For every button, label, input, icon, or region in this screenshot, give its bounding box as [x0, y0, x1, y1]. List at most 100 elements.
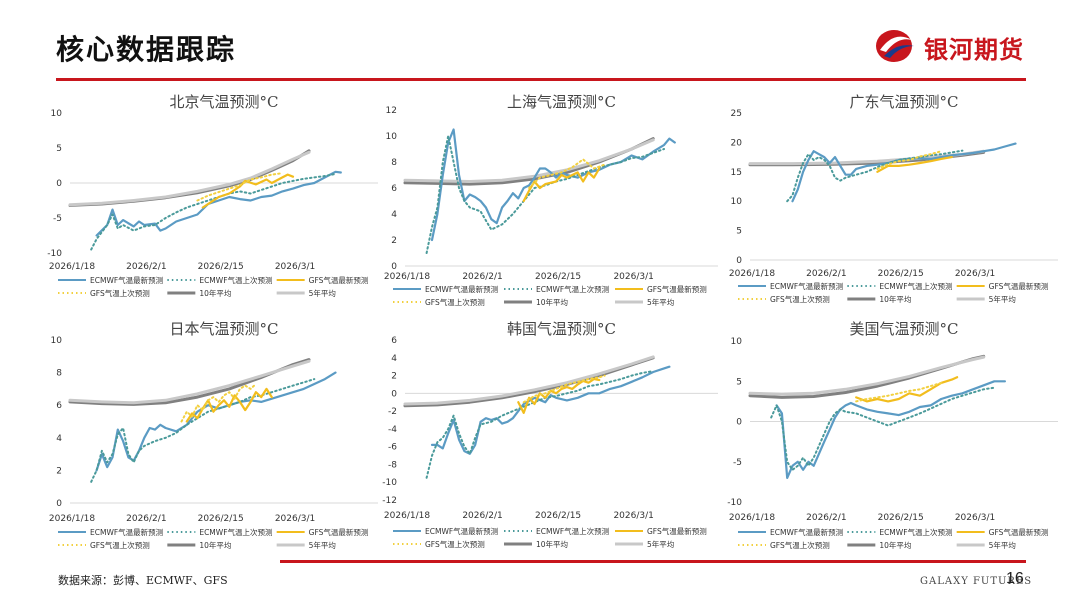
y-tick-label: -10 [47, 249, 62, 259]
x-tick-label: 2026/3/1 [275, 514, 315, 524]
chart-panel-5: 韩国气温预测°C -12 -10 -8 -6 -4 -2 0 2 4 6 2026/1/18 2026/… [382, 320, 718, 549]
x-tick-label: 2026/2/15 [198, 514, 244, 524]
series-line-2 [425, 135, 665, 254]
legend-label: GFS气温最新预测 [647, 526, 707, 536]
series-line-2 [770, 386, 996, 471]
y-tick-label: 2 [56, 466, 62, 476]
x-tick-label: 2026/2/1 [126, 514, 166, 524]
x-tick-label: 2026/2/15 [878, 513, 924, 523]
legend-label: ECMWF气温最新预测 [770, 281, 843, 291]
x-tick-label: 2026/1/18 [49, 514, 95, 524]
x-tick-label: 2026/2/1 [462, 511, 502, 521]
y-tick-label: 0 [56, 179, 62, 189]
y-tick-label: 12 [386, 106, 397, 116]
legend-label: ECMWF气温上次预测 [199, 527, 272, 537]
series-line-2 [425, 370, 655, 479]
y-tick-label: -10 [727, 498, 742, 508]
y-tick-label: 0 [391, 389, 397, 399]
y-tick-label: 10 [386, 132, 398, 142]
x-tick-label: 2026/3/1 [275, 262, 315, 272]
series-line-5 [748, 354, 986, 399]
x-tick-label: 2026/2/1 [126, 262, 166, 272]
x-tick-label: 2026/3/1 [613, 511, 653, 521]
legend-label: ECMWF气温最新预测 [90, 275, 163, 285]
chart-title: 北京气温预测°C [170, 93, 279, 111]
legend-label: 5年平均 [309, 288, 336, 298]
y-tick-label: 5 [736, 227, 742, 237]
y-tick-label: -4 [388, 425, 397, 435]
series-line-4 [528, 158, 606, 189]
series-line-3 [522, 167, 601, 203]
x-tick-label: 2026/2/1 [462, 272, 502, 282]
legend-label: ECMWF气温最新预测 [770, 527, 843, 537]
legend-label: GFS气温最新预测 [309, 275, 369, 285]
legend-label: GFS气温最新预测 [989, 281, 1049, 291]
legend-label: 5年平均 [647, 539, 674, 549]
x-tick-label: 2026/1/18 [729, 269, 775, 279]
x-tick-label: 2026/1/18 [384, 511, 430, 521]
galaxy-logo-icon [876, 30, 914, 62]
legend-label: 10年平均 [199, 288, 231, 298]
series-line-2 [786, 149, 964, 203]
legend-label: 5年平均 [989, 540, 1016, 550]
y-tick-label: 8 [56, 369, 62, 379]
y-tick-label: 10 [51, 109, 63, 119]
legend-label: ECMWF气温最新预测 [90, 527, 163, 537]
x-tick-label: 2026/1/18 [384, 272, 430, 282]
series-line-3 [201, 173, 295, 209]
footer-divider [280, 560, 1026, 563]
chart-title: 日本气温预测°C [170, 320, 279, 338]
series-line-3 [876, 156, 953, 173]
legend-label: 10年平均 [879, 294, 911, 304]
legend-label: 10年平均 [536, 539, 568, 549]
y-tick-label: -5 [733, 458, 742, 468]
series-line-4 [855, 381, 943, 403]
series-line-3 [517, 378, 601, 414]
chart-panel-1: 北京气温预测°C -10 -5 0 5 10 2026/1/18 2026/2/1 2026/2… [47, 93, 378, 298]
legend-label: 5年平均 [989, 294, 1016, 304]
legend-label: GFS气温最新预测 [309, 527, 369, 537]
chart-title: 美国气温预测°C [850, 320, 959, 338]
y-tick-label: 4 [391, 210, 397, 220]
y-tick-label: -6 [388, 443, 397, 453]
legend-label: 10年平均 [536, 297, 568, 307]
x-tick-label: 2026/2/15 [198, 262, 244, 272]
legend-label: GFS气温上次预测 [425, 297, 485, 307]
x-tick-label: 2026/1/18 [729, 513, 775, 523]
series-line-4 [180, 383, 257, 423]
legend-label: GFS气温上次预测 [425, 539, 485, 549]
y-tick-label: 10 [731, 197, 743, 207]
y-tick-label: -10 [382, 478, 397, 488]
brand-logo: 银河期货 [874, 26, 1034, 66]
y-tick-label: 2 [391, 236, 397, 246]
legend-label: GFS气温最新预测 [989, 527, 1049, 537]
x-tick-label: 2026/2/1 [806, 269, 846, 279]
x-tick-label: 2026/2/15 [535, 272, 581, 282]
y-tick-label: 0 [391, 262, 397, 272]
y-tick-label: 25 [731, 109, 742, 119]
series-line-1 [775, 380, 1006, 479]
company-name: GALAXY FUTURES [920, 576, 1033, 587]
y-tick-label: 4 [56, 434, 62, 444]
y-tick-label: -8 [388, 460, 397, 470]
y-tick-label: 6 [56, 401, 62, 411]
legend-label: GFS气温上次预测 [90, 540, 150, 550]
y-tick-label: 8 [391, 158, 397, 168]
y-tick-label: 0 [736, 256, 742, 266]
legend-label: 5年平均 [309, 540, 336, 550]
x-tick-label: 2026/1/18 [49, 262, 95, 272]
series-line-6 [68, 150, 311, 207]
series-line-4 [522, 374, 606, 404]
y-tick-label: 6 [391, 336, 397, 346]
legend-label: ECMWF气温上次预测 [199, 275, 272, 285]
page-number: 16 [1006, 570, 1024, 587]
legend-label: ECMWF气温上次预测 [536, 284, 609, 294]
x-tick-label: 2026/3/1 [955, 269, 995, 279]
series-line-3 [855, 376, 959, 403]
legend-label: ECMWF气温上次预测 [879, 527, 952, 537]
y-tick-label: 0 [56, 499, 62, 509]
y-tick-label: 20 [731, 138, 743, 148]
series-line-1 [430, 365, 671, 455]
series-line-2 [90, 172, 337, 251]
